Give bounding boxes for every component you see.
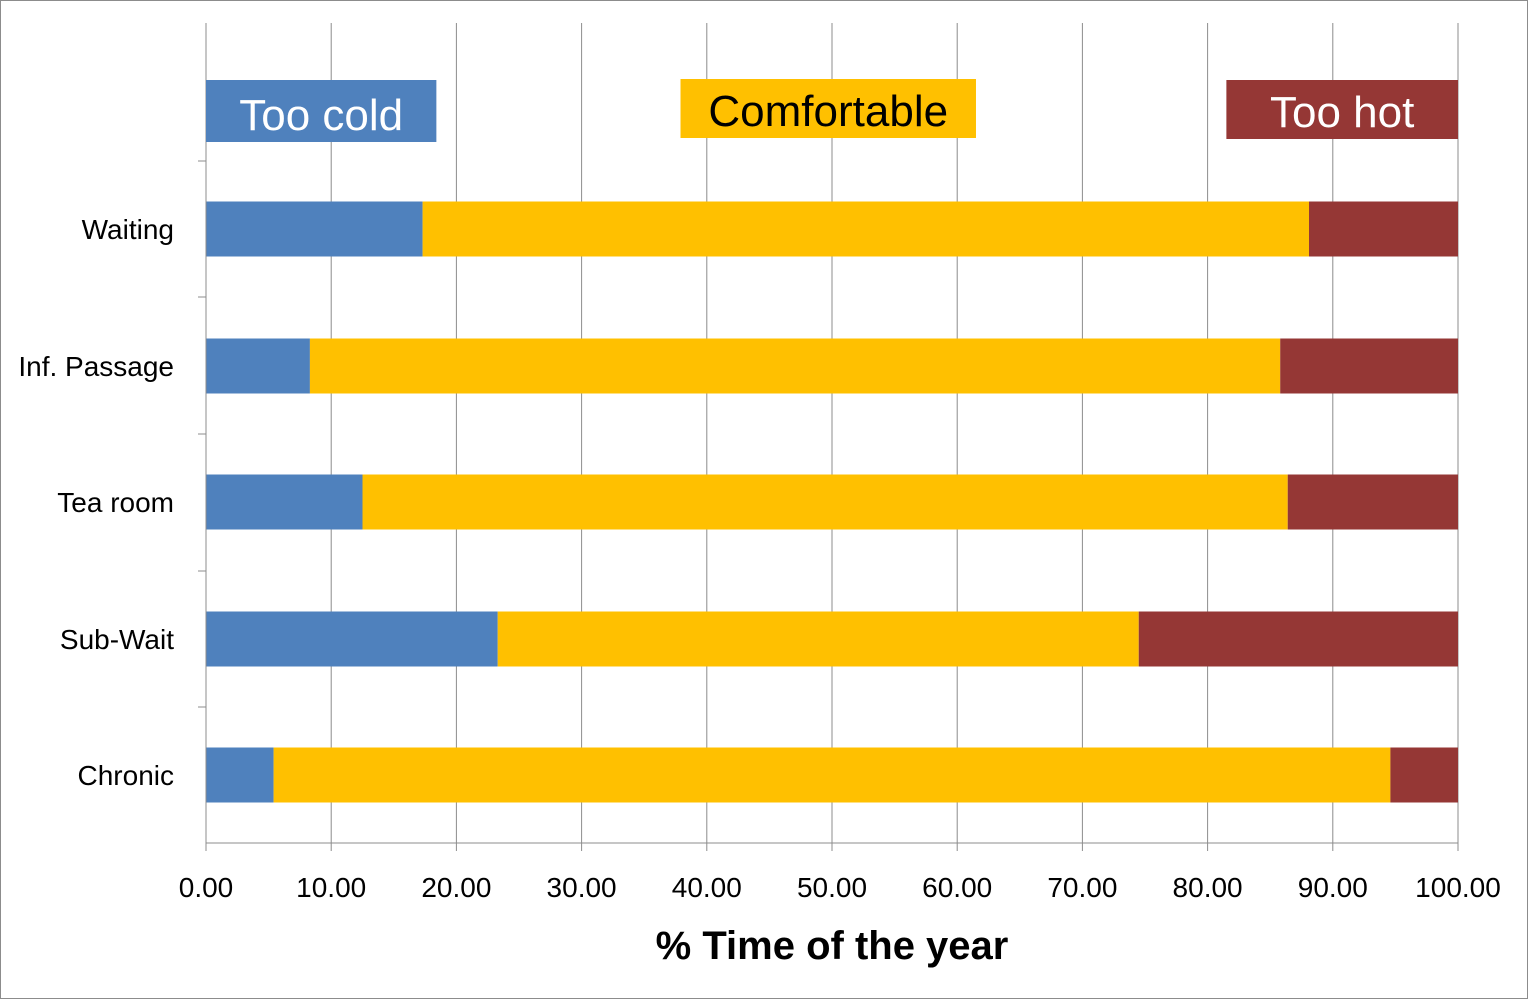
x-tick-label: 50.00 [797, 872, 867, 903]
x-tick-label: 100.00 [1415, 872, 1501, 903]
bar-too-hot [1138, 611, 1458, 667]
category-label: Chronic [78, 760, 174, 791]
legend: Too cold Comfortable Too hot [206, 79, 1458, 142]
category-label: Tea room [57, 487, 174, 518]
bar-too-cold [206, 474, 363, 530]
x-tick-label: 0.00 [179, 872, 234, 903]
legend-label: Comfortable [708, 87, 948, 136]
legend-swatch-too-hot [1226, 80, 1458, 139]
bar-comfortable [497, 611, 1139, 667]
bar-comfortable [362, 474, 1288, 530]
category-label: Sub-Wait [60, 624, 174, 655]
bar-too-cold [206, 201, 423, 257]
category-label: Waiting [82, 214, 174, 245]
x-tick-label: 70.00 [1047, 872, 1117, 903]
x-tick-label: 10.00 [296, 872, 366, 903]
bar-comfortable [422, 201, 1310, 257]
x-tick-label: 30.00 [547, 872, 617, 903]
bar-too-cold [206, 747, 274, 803]
legend-swatch-comfortable [680, 79, 976, 138]
category-label: Inf. Passage [18, 351, 174, 382]
axes: 0.00 10.00 20.00 30.00 40.00 50.00 60.00 70.00 8… [18, 23, 1501, 903]
bar-too-hot [1390, 747, 1458, 803]
bar-too-cold [206, 611, 498, 667]
x-tick-label: 40.00 [672, 872, 742, 903]
x-tick-label: 60.00 [922, 872, 992, 903]
legend-swatch-too-cold [206, 80, 437, 142]
legend-label: Too hot [1270, 88, 1414, 137]
x-axis-title: % Time of the year [656, 924, 1009, 968]
x-tick-label: 80.00 [1173, 872, 1243, 903]
legend-label: Too cold [239, 91, 403, 140]
x-tick-label: 20.00 [421, 872, 491, 903]
bar-comfortable [273, 747, 1391, 803]
bar-too-hot [1309, 201, 1458, 257]
bar-too-hot [1287, 474, 1458, 530]
bars [206, 201, 1458, 803]
bar-too-hot [1280, 338, 1458, 394]
gridlines [205, 23, 1459, 843]
x-tick-label: 90.00 [1298, 872, 1368, 903]
bar-comfortable [309, 338, 1281, 394]
bar-too-cold [206, 338, 310, 394]
